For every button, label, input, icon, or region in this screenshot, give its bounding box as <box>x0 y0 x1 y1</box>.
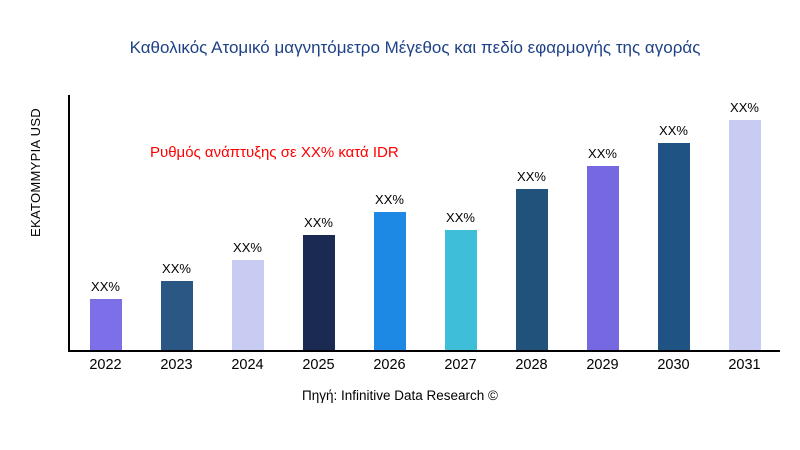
bar-value-label-2031: XX% <box>730 100 759 115</box>
bar-value-label-2024: XX% <box>233 240 262 255</box>
bar-slot-2030: XX% <box>638 123 709 350</box>
bar-2025 <box>302 235 335 350</box>
bar-2023 <box>160 281 193 350</box>
growth-rate-annotation: Ρυθμός ανάπτυξης σε XX% κατά IDR <box>150 144 399 161</box>
xaxis-labels: 2022 2023 2024 2025 2026 2027 2028 2029 2030 2031 <box>70 357 780 373</box>
xaxis-label-2023: 2023 <box>160 357 193 373</box>
bar-slot-2029: XX% <box>567 146 638 350</box>
bar-2027 <box>444 230 477 350</box>
bar-2026 <box>373 212 406 350</box>
bars-container: XX% XX% XX% XX% XX% XX% XX% XX% XX% XX% <box>70 95 780 350</box>
bar-value-label-2025: XX% <box>304 215 333 230</box>
xaxis-label-2024: 2024 <box>231 357 264 373</box>
plot-area: XX% XX% XX% XX% XX% XX% XX% XX% XX% XX% <box>68 95 780 352</box>
bar-slot-2022: XX% <box>70 279 141 350</box>
bar-2028 <box>515 189 548 350</box>
bar-value-label-2026: XX% <box>375 192 404 207</box>
xaxis-label-2027: 2027 <box>444 357 477 373</box>
bar-value-label-2022: XX% <box>91 279 120 294</box>
bar-slot-2027: XX% <box>425 210 496 350</box>
source-attribution: Πηγή: Infinitive Data Research © <box>301 388 499 403</box>
xaxis-label-2022: 2022 <box>89 357 122 373</box>
y-axis-label: ΕΚΑΤΟΜΜΥΡΙΑ USD <box>28 108 43 237</box>
chart-title: Καθολικός Ατομικό μαγνητόμετρο Μέγεθος κ… <box>129 38 701 57</box>
bar-2022 <box>89 299 122 350</box>
xaxis-label-2031: 2031 <box>728 357 761 373</box>
xaxis-label-2026: 2026 <box>373 357 406 373</box>
xaxis-label-2025: 2025 <box>302 357 335 373</box>
xaxis-label-2030: 2030 <box>657 357 690 373</box>
bar-slot-2026: XX% <box>354 192 425 350</box>
bar-2024 <box>231 260 264 350</box>
bar-value-label-2030: XX% <box>659 123 688 138</box>
bar-slot-2028: XX% <box>496 169 567 350</box>
bar-2030 <box>657 143 690 350</box>
bar-slot-2025: XX% <box>283 215 354 350</box>
bar-value-label-2029: XX% <box>588 146 617 161</box>
xaxis-label-2028: 2028 <box>515 357 548 373</box>
bar-2029 <box>586 166 619 350</box>
xaxis-label-2029: 2029 <box>586 357 619 373</box>
bar-value-label-2027: XX% <box>446 210 475 225</box>
bar-value-label-2023: XX% <box>162 261 191 276</box>
bar-slot-2031: XX% <box>709 100 780 350</box>
bar-slot-2024: XX% <box>212 240 283 350</box>
bar-value-label-2028: XX% <box>517 169 546 184</box>
bar-2031 <box>728 120 761 350</box>
bar-slot-2023: XX% <box>141 261 212 350</box>
